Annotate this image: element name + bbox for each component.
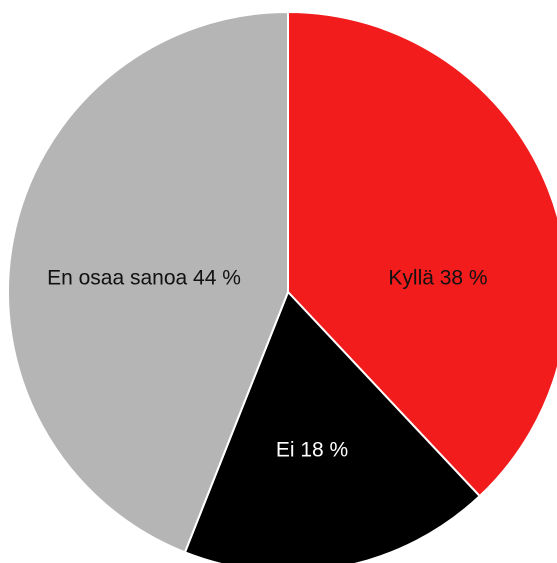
slice-label-3: En osaa sanoa 44 % (47, 267, 241, 290)
slices-layer (7, 11, 557, 563)
pie-slice-3 (7, 11, 289, 554)
labels-layer: Kyllä 38 % Ei 18 % En osaa sanoa 44 % (47, 267, 488, 462)
slice-label-1: Kyllä 38 % (388, 267, 487, 290)
pie-slice-1 (287, 11, 557, 498)
slice-label-2: Ei 18 % (276, 439, 348, 462)
